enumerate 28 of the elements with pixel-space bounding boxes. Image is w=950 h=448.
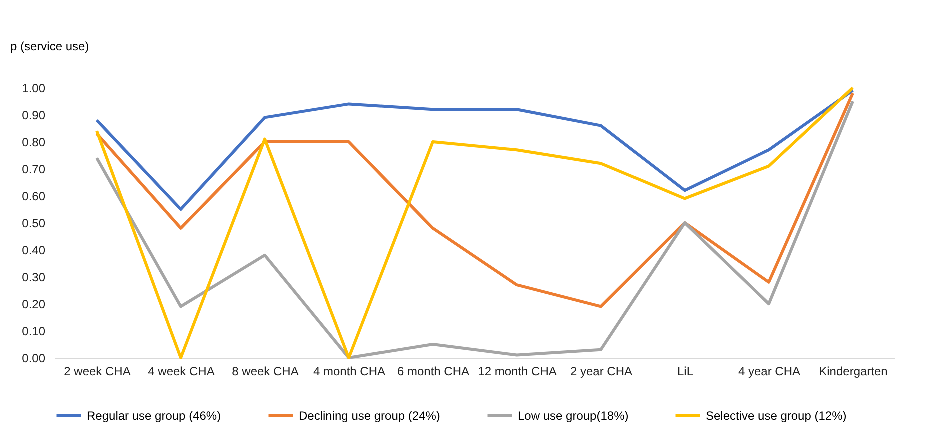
y-tick-label: 0.80 (22, 136, 46, 150)
legend-label: Low use group(18%) (518, 409, 629, 423)
y-tick-label: 0.00 (22, 352, 46, 366)
y-tick-label: 0.70 (22, 162, 46, 176)
y-tick-label: 0.30 (22, 270, 46, 284)
y-axis-title: p (service use) (10, 40, 90, 54)
x-tick-label: 12 month CHA (478, 364, 557, 378)
x-tick-label: 6 month CHA (397, 364, 470, 378)
x-tick-label: 4 year CHA (738, 364, 801, 378)
legend-label: Regular use group (46%) (87, 409, 222, 423)
y-tick-label: 0.40 (22, 244, 46, 258)
x-tick-label: 8 week CHA (232, 364, 299, 378)
y-tick-label: 0.60 (22, 190, 46, 204)
x-tick-label: 2 week CHA (64, 364, 131, 378)
y-tick-label: 0.90 (22, 108, 46, 122)
legend-label: Declining use group (24%) (299, 409, 440, 423)
y-tick-label: 0.50 (22, 216, 46, 230)
y-tick-label: 0.10 (22, 324, 46, 338)
x-tick-label: 4 month CHA (313, 364, 386, 378)
x-tick-label: LiL (677, 364, 694, 378)
x-tick-label: 4 week CHA (148, 364, 215, 378)
x-tick-label: Kindergarten (819, 364, 888, 378)
x-tick-label: 2 year CHA (570, 364, 633, 378)
legend-label: Selective use group (12%) (706, 409, 847, 423)
y-tick-label: 0.20 (22, 298, 46, 312)
line-series (96, 92, 854, 308)
y-tick-label: 1.00 (22, 82, 46, 96)
line-series (96, 89, 854, 211)
